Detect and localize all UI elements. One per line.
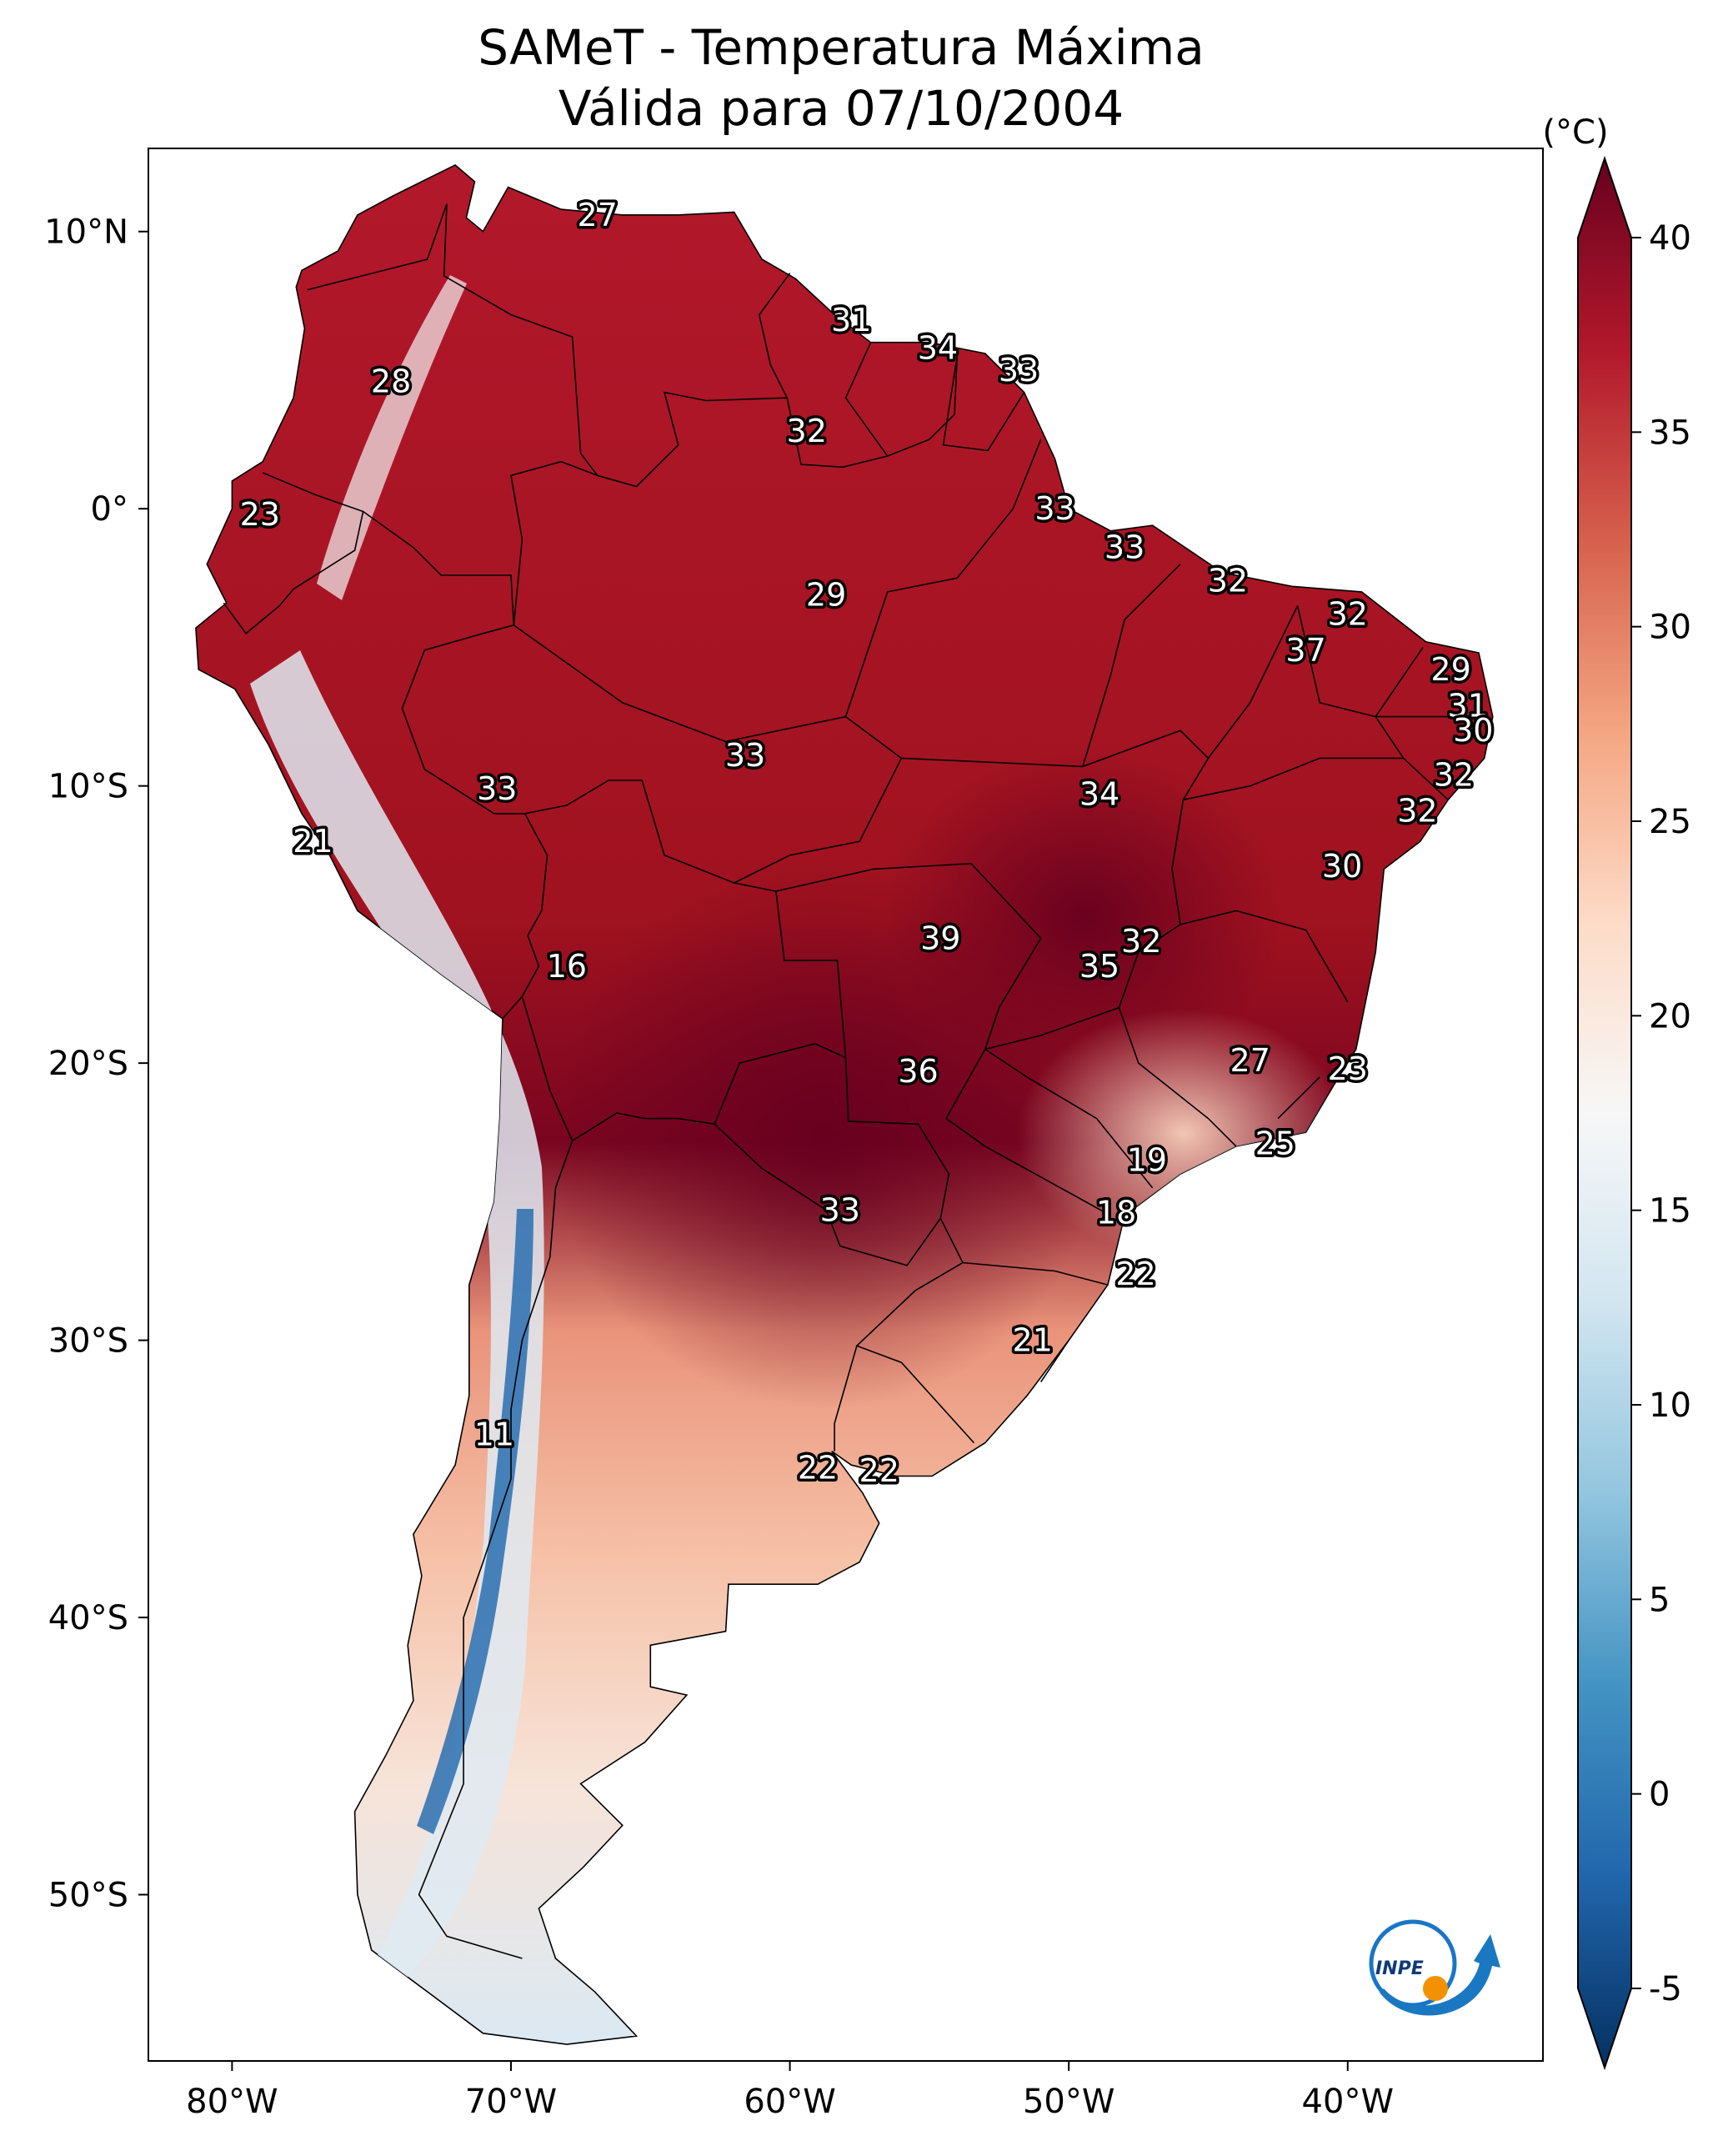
temperature-label: 21 [293, 823, 333, 860]
colorbar: (°C) 40 35 30 25 20 15 10 5 0 -5 [1542, 113, 1691, 2071]
colombia-andes-cool [317, 275, 467, 600]
lon-tick-label: 50°W [1023, 2083, 1114, 2121]
colorbar-tick-label: 20 [1649, 997, 1691, 1035]
temperature-label: 22 [859, 1452, 899, 1489]
temperature-label: 31 [1448, 687, 1488, 724]
inpe-logo-dot [1423, 1976, 1448, 2001]
temperature-label: 22 [1115, 1256, 1155, 1292]
lon-tick-label: 40°W [1302, 2083, 1394, 2121]
temperature-label: 25 [1255, 1126, 1295, 1162]
temperature-label: 23 [240, 496, 280, 533]
colorbar-tick-label: 15 [1649, 1192, 1691, 1231]
temperature-label: 32 [1328, 596, 1368, 633]
andes-cold-core [417, 1209, 533, 1834]
inpe-logo-text: INPE [1375, 1958, 1424, 1979]
temperature-label: 30 [1453, 712, 1493, 749]
temperature-label: 39 [920, 920, 960, 957]
map-title-line1: SAMeT - Temperatura Máxima [478, 19, 1205, 76]
temperature-label: 33 [725, 737, 765, 774]
temperature-label: 36 [898, 1053, 938, 1090]
temperature-label: 23 [1328, 1050, 1368, 1087]
lat-tick-label: 30°S [48, 1322, 128, 1361]
colorbar-tick-label: 40 [1649, 219, 1691, 258]
colorbar-tick-label: 25 [1649, 803, 1691, 841]
colorbar-ticks: 40 35 30 25 20 15 10 5 0 -5 [1631, 219, 1691, 2008]
inpe-logo-swoosh [1380, 1934, 1500, 2016]
temperature-label: 33 [999, 352, 1039, 389]
lon-tick-label: 70°W [465, 2083, 557, 2121]
lat-tick-label: 0° [91, 490, 128, 529]
colorbar-tick-label: 30 [1649, 609, 1691, 647]
temperature-label: 11 [474, 1416, 514, 1453]
colorbar-tick-label: -5 [1649, 1970, 1682, 2008]
temperature-label: 32 [1434, 756, 1474, 793]
temperature-label: 35 [1079, 948, 1119, 985]
latitude-ticks: 10°N 0° 10°S 20°S 30°S 40°S 50°S [44, 213, 148, 1915]
temperature-label: 37 [1285, 632, 1325, 669]
temperature-label: 30 [1322, 848, 1362, 885]
country-borders [223, 203, 1488, 1959]
map-frame [148, 148, 1544, 2062]
temperature-label: 31 [831, 302, 871, 338]
temperature-label: 34 [918, 329, 958, 366]
temperature-label: 28 [371, 363, 411, 399]
temperature-label: 18 [1096, 1195, 1136, 1231]
inpe-logo: INPE [1369, 1919, 1500, 2016]
longitude-ticks: 80°W 70°W 60°W 50°W 40°W [186, 2061, 1394, 2121]
temperature-label: 32 [787, 413, 827, 449]
temperature-label: 22 [798, 1450, 838, 1487]
temperature-label: 33 [820, 1191, 860, 1228]
temperature-label: 29 [806, 576, 846, 613]
temperature-label: 34 [1079, 776, 1119, 813]
colorbar-unit: (°C) [1542, 113, 1608, 152]
temperature-label: 32 [1121, 923, 1161, 960]
colorbar-tick-label: 5 [1649, 1581, 1670, 1619]
colorbar-tick-label: 10 [1649, 1386, 1691, 1425]
lat-tick-label: 50°S [48, 1877, 128, 1915]
lon-tick-label: 60°W [744, 2083, 835, 2121]
lat-tick-label: 10°N [44, 213, 128, 252]
temperature-label: 27 [1230, 1042, 1270, 1079]
temperature-label: 16 [547, 948, 587, 985]
map-title-line2: Válida para 07/10/2004 [558, 80, 1124, 137]
colorbar-tick-label: 35 [1649, 414, 1691, 452]
colorbar-body [1577, 155, 1632, 2071]
lat-tick-label: 20°S [48, 1045, 128, 1083]
temperature-label: 27 [578, 197, 618, 233]
temperature-label: 32 [1208, 563, 1248, 599]
temperature-label: 32 [1397, 793, 1437, 830]
hot-core-overlay-2 [884, 750, 1284, 1084]
temperature-label: 19 [1127, 1142, 1167, 1179]
lat-tick-label: 10°S [48, 768, 128, 806]
colorbar-tick-label: 0 [1649, 1776, 1670, 1814]
lat-tick-label: 40°S [48, 1599, 128, 1637]
temperature-label: 29 [1430, 651, 1470, 688]
temperature-label: 33 [477, 770, 517, 807]
temperature-label: 33 [1104, 529, 1144, 566]
temperature-label: 33 [1034, 490, 1074, 527]
lon-tick-label: 80°W [186, 2083, 278, 2121]
temperature-label: 21 [1013, 1322, 1053, 1359]
